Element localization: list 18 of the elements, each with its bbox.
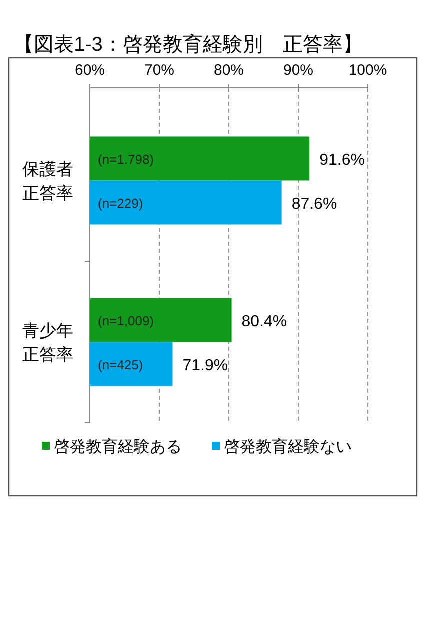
chart-title: 【図表1-3：啓発教育経験別 正答率】 — [14, 33, 363, 56]
y-tick-label: 保護者正答率 — [22, 160, 74, 203]
x-tick-label: 80% — [214, 62, 244, 79]
data-label: 87.6% — [292, 196, 338, 213]
data-label: 91.6% — [320, 152, 365, 169]
legend-label: 啓発教育経験ない — [224, 438, 352, 456]
data-label: 80.4% — [242, 313, 288, 330]
annotation: (n=1.798) — [98, 152, 154, 167]
x-tick-label: 70% — [144, 62, 175, 79]
x-tick-label: 90% — [283, 62, 314, 79]
x-tick-label: 100% — [348, 62, 388, 79]
annotation: (n=229) — [98, 196, 144, 211]
data-label: 71.9% — [182, 357, 228, 374]
x-tick-label: 60% — [74, 62, 106, 79]
annotation: (n=425) — [98, 357, 144, 372]
y-tick-label: 青少年正答率 — [22, 321, 74, 364]
annotation: (n=1,009) — [98, 313, 154, 328]
legend-label: 啓発教育経験ある — [54, 438, 182, 456]
